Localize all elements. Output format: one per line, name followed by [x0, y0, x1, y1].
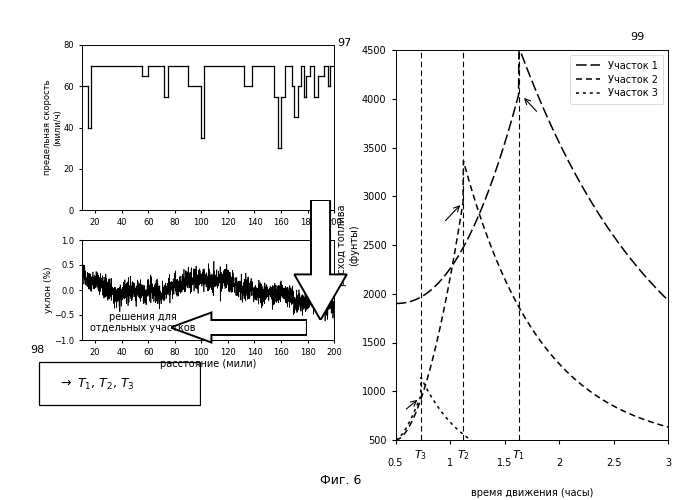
X-axis label: время движения (часы): время движения (часы) — [471, 488, 593, 498]
Участок 3 — [462, 434, 471, 440]
Участок 1 — [440, 274, 448, 280]
Участок 3 — [440, 412, 448, 418]
Участок 3 — [391, 437, 400, 443]
Text: $T_3$: $T_3$ — [414, 448, 427, 462]
Участок 3 — [417, 374, 425, 380]
Участок 2 — [462, 168, 471, 174]
Text: 99: 99 — [630, 32, 644, 42]
Polygon shape — [170, 312, 307, 342]
Участок 1 — [574, 176, 582, 182]
Y-axis label: расход топлива
(фунты): расход топлива (фунты) — [338, 204, 359, 286]
Участок 1 — [552, 134, 561, 140]
Участок 1 — [664, 298, 672, 304]
Text: 97: 97 — [338, 38, 352, 48]
Участок 1 — [391, 300, 400, 306]
Участок 2 — [664, 424, 672, 430]
Text: Фиг. 6: Фиг. 6 — [321, 474, 361, 488]
Участок 2 — [440, 307, 448, 313]
X-axis label: расстояние (мили): расстояние (мили) — [160, 360, 256, 370]
Text: $T_1$: $T_1$ — [512, 448, 525, 462]
Legend: Участок 1, Участок 2, Участок 3: Участок 1, Участок 2, Участок 3 — [569, 55, 664, 104]
Line: Участок 3: Участок 3 — [396, 378, 668, 450]
Участок 3 — [664, 447, 672, 453]
Участок 1 — [462, 240, 470, 246]
Участок 1 — [597, 215, 606, 221]
Line: Участок 2: Участок 2 — [396, 161, 668, 440]
Text: $\rightarrow$ $T_1$, $T_2$, $T_3$: $\rightarrow$ $T_1$, $T_2$, $T_3$ — [58, 376, 135, 392]
Участок 3 — [485, 447, 493, 453]
Участок 1 — [515, 47, 523, 53]
Участок 2 — [516, 305, 524, 311]
Участок 1 — [516, 47, 524, 53]
Polygon shape — [295, 200, 347, 320]
Участок 2 — [459, 158, 467, 164]
Участок 2 — [552, 358, 561, 364]
Text: решения для
отдельных участков: решения для отдельных участков — [91, 312, 196, 334]
Участок 3 — [516, 447, 524, 453]
Участок 3 — [598, 447, 606, 453]
Text: 98: 98 — [31, 345, 44, 355]
Участок 2 — [391, 437, 400, 443]
Y-axis label: предельная скорость
(мили/ч): предельная скорость (мили/ч) — [43, 80, 62, 176]
Text: $T_2$: $T_2$ — [457, 448, 470, 462]
Участок 3 — [553, 447, 561, 453]
Участок 2 — [574, 379, 582, 385]
Y-axis label: уклон (%): уклон (%) — [44, 266, 53, 314]
Line: Участок 1: Участок 1 — [396, 50, 668, 304]
Участок 2 — [597, 396, 606, 402]
Участок 3 — [574, 447, 582, 453]
